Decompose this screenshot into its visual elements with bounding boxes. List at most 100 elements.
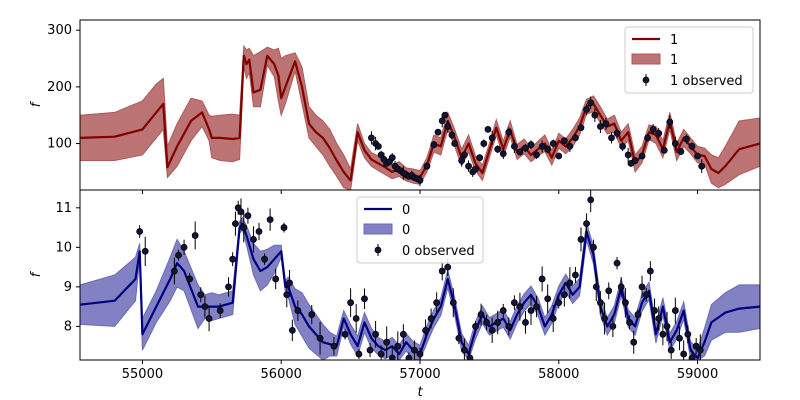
legend-label: 0: [402, 223, 410, 238]
data-point: [411, 346, 418, 354]
data-point: [560, 291, 568, 299]
data-point: [405, 354, 413, 360]
data-point: [237, 208, 245, 216]
data-point: [660, 146, 668, 154]
data-point: [240, 224, 248, 231]
data-point: [698, 162, 706, 170]
plot-area: [80, 190, 760, 360]
x-axis-label: t: [417, 385, 423, 400]
y-tick-label: 100: [47, 137, 72, 152]
data-point: [232, 220, 239, 228]
data-point: [455, 334, 463, 342]
data-point: [394, 342, 402, 350]
data-point: [605, 287, 613, 295]
data-point: [434, 128, 442, 136]
x-tick-label: 57000: [399, 367, 440, 382]
data-point: [205, 315, 213, 322]
data-point: [472, 165, 479, 173]
legend-label: 0 observed: [402, 244, 475, 259]
data-point: [659, 330, 667, 338]
data-point: [644, 134, 651, 142]
data-point: [591, 111, 599, 119]
data-point: [352, 315, 360, 322]
data-point: [458, 157, 466, 164]
y-tick-label: 200: [47, 80, 72, 95]
data-point: [422, 326, 429, 334]
data-point: [533, 303, 540, 311]
data-point: [608, 134, 615, 142]
data-point: [597, 299, 604, 307]
data-point: [423, 162, 431, 170]
uncertainty-band: [80, 216, 760, 360]
data-point: [613, 259, 621, 267]
data-point: [619, 142, 627, 150]
data-point: [197, 291, 205, 299]
data-point: [499, 150, 507, 158]
data-point: [488, 134, 496, 142]
data-point: [483, 319, 491, 326]
data-point: [655, 315, 663, 322]
data-point: [476, 154, 484, 162]
y-tick-label: 10: [55, 240, 72, 255]
data-point: [449, 299, 457, 307]
data-point: [549, 140, 557, 147]
data-point: [229, 255, 237, 263]
data-point: [638, 152, 646, 160]
plot-area: [80, 44, 760, 190]
data-point: [527, 307, 535, 314]
y-tick-label: 11: [55, 201, 72, 216]
data-point: [383, 338, 391, 346]
data-point: [283, 291, 291, 299]
data-point: [341, 330, 349, 338]
data-point: [666, 118, 674, 126]
data-point: [555, 299, 563, 307]
data-point: [688, 354, 696, 360]
data-point: [621, 299, 629, 307]
data-point: [680, 350, 688, 358]
data-point: [538, 275, 546, 283]
data-point: [522, 144, 529, 152]
data-point: [587, 196, 595, 204]
data-point: [448, 131, 456, 139]
data-point: [642, 291, 650, 299]
data-point: [549, 315, 557, 322]
data-point: [646, 267, 654, 275]
data-point: [577, 236, 585, 243]
data-point: [560, 137, 568, 145]
data-point: [191, 232, 199, 239]
data-point: [494, 145, 502, 153]
data-point: [538, 142, 546, 150]
data-point: [624, 151, 632, 159]
data-point: [592, 283, 600, 291]
data-point: [638, 283, 646, 291]
legend-label: 1: [670, 33, 678, 48]
data-point: [609, 322, 617, 330]
data-point: [416, 176, 424, 184]
legend-band-swatch: [363, 223, 393, 235]
data-point: [170, 267, 178, 275]
data-point: [216, 307, 224, 314]
data-point: [399, 330, 407, 338]
data-point: [427, 315, 435, 322]
data-point: [294, 307, 302, 314]
data-point: [522, 319, 529, 326]
data-point: [667, 346, 675, 354]
data-point: [201, 303, 209, 311]
data-point: [451, 140, 459, 147]
legend-label: 0: [402, 203, 410, 218]
data-point: [572, 134, 579, 142]
data-point: [694, 152, 701, 160]
data-point: [225, 283, 232, 291]
legend-band-swatch: [631, 53, 661, 65]
data-point: [630, 338, 638, 346]
y-tick-label: 300: [47, 23, 72, 38]
data-point: [613, 129, 621, 137]
data-point: [676, 334, 683, 342]
legend-box: [356, 196, 484, 264]
data-point: [477, 311, 485, 318]
x-tick-label: 59000: [677, 367, 718, 382]
data-point: [361, 295, 368, 303]
data-point: [250, 236, 257, 243]
data-point: [433, 299, 441, 307]
